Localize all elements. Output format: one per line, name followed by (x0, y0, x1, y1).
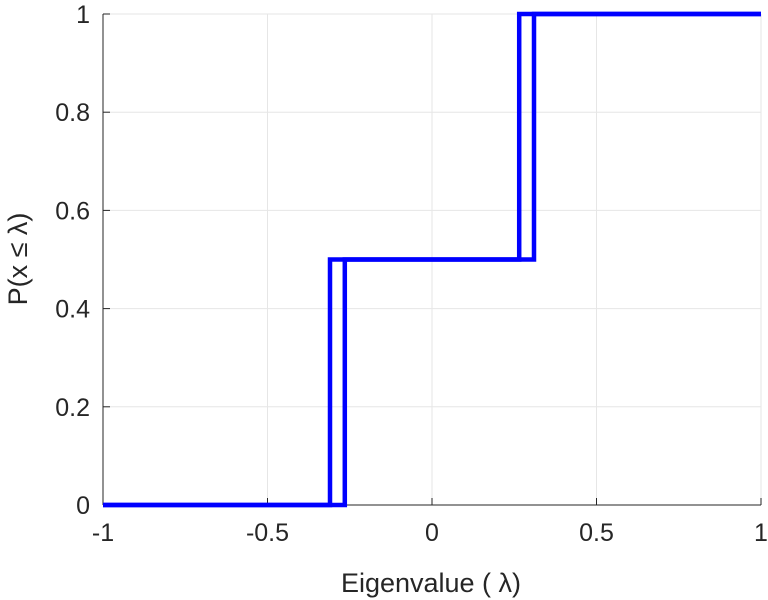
y-tick-label: 0.2 (55, 394, 90, 422)
x-tick-label: -0.5 (246, 519, 289, 547)
x-tick-label: 1 (754, 519, 768, 547)
y-axis-title: P(x ≤ λ) (3, 213, 33, 306)
y-tick-labels: 0 0.2 0.4 0.6 0.8 1 (55, 1, 90, 520)
x-tick-label: 0.5 (579, 519, 614, 547)
y-tick-label: 0.4 (55, 296, 90, 324)
y-tick-label: 1 (76, 1, 90, 29)
y-tick-label: 0.6 (55, 197, 90, 225)
series-line-1 (103, 11, 761, 508)
series-lines (103, 11, 761, 508)
y-tick-label: 0.8 (55, 99, 90, 127)
x-tick-labels: -1 -0.5 0 0.5 1 (92, 519, 768, 547)
y-tick-label: 0 (76, 492, 90, 520)
x-tick-label: 0 (425, 519, 439, 547)
x-tick-label: -1 (92, 519, 114, 547)
x-axis-title: Eigenvalue ( λ) (341, 568, 521, 598)
